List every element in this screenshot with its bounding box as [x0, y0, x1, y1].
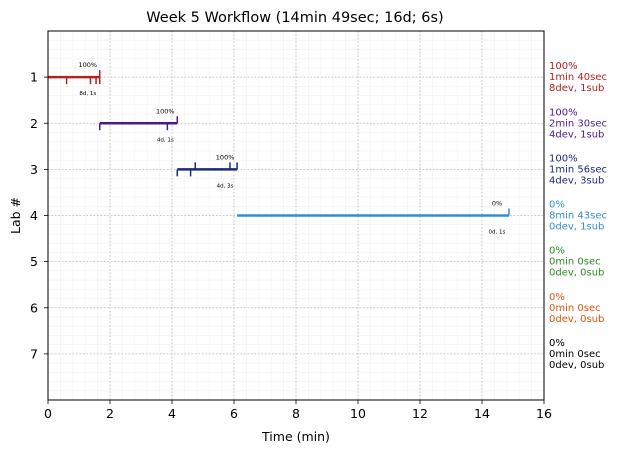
lab-2-summary-counts: 4dev, 1sub: [549, 129, 604, 140]
y-tick-label: 3: [30, 162, 38, 177]
y-tick-label: 6: [30, 300, 38, 315]
lab-4-summary-time: 8min 43sec: [549, 211, 607, 222]
lab-2-summary-percent: 100%: [549, 107, 578, 118]
x-tick-label: 8: [292, 406, 300, 421]
lab-5-summary-percent: 0%: [549, 246, 565, 257]
lab-3-summary-percent: 100%: [549, 153, 578, 164]
lab-2-bar-counts: 4d, 1s: [157, 137, 174, 143]
lab-1-summary-counts: 8dev, 1sub: [549, 83, 604, 94]
lab-4-bar-percent: 0%: [492, 200, 502, 208]
lab-6-summary-time: 0min 0sec: [549, 303, 601, 314]
x-tick-label: 14: [474, 406, 490, 421]
lab-4-summary-percent: 0%: [549, 200, 565, 211]
lab-1-summary-percent: 100%: [549, 61, 578, 72]
y-tick-label: 7: [30, 346, 38, 361]
lab-3-summary-time: 1min 56sec: [549, 164, 607, 175]
x-tick-label: 16: [536, 406, 552, 421]
plot-frame: [47, 30, 545, 401]
lab-3-bar-counts: 4d, 3s: [217, 183, 234, 189]
x-tick-label: 6: [230, 406, 238, 421]
lab-2-bar-percent: 100%: [156, 107, 175, 115]
lab-7-summary-time: 0min 0sec: [549, 349, 601, 360]
x-axis-label: Time (min): [261, 429, 330, 444]
lab-7-summary-percent: 0%: [549, 338, 565, 349]
x-tick-label: 4: [168, 406, 176, 421]
x-tick-label: 12: [412, 406, 428, 421]
y-tick-label: 4: [30, 208, 38, 223]
lab-3-bar-percent: 100%: [216, 153, 235, 161]
lab-1-summary-time: 1min 40sec: [549, 72, 607, 83]
lab-bars: 100% 8d, 1s 100% 4d, 1s 100% 4d, 3s 0% 0d, 1s: [48, 61, 510, 236]
lab-2-summary-time: 2min 30sec: [549, 118, 607, 129]
y-tick-label: 1: [30, 70, 38, 85]
lab-7-summary-counts: 0dev, 0sub: [549, 360, 604, 371]
lab-4-bar-counts: 0d, 1s: [489, 230, 506, 236]
x-tick-label: 0: [44, 406, 52, 421]
x-tick-label: 2: [106, 406, 114, 421]
lab-4-summary-counts: 0dev, 1sub: [549, 222, 604, 233]
lab-1-bar-percent: 100%: [78, 61, 97, 69]
y-axis-label: Lab #: [8, 197, 23, 234]
lab-6-summary-percent: 0%: [549, 292, 565, 303]
lab-6-summary-counts: 0dev, 0sub: [549, 314, 604, 325]
y-tick-label: 2: [30, 116, 38, 131]
grid: [47, 30, 545, 401]
chart-title: Week 5 Workflow (14min 49sec; 16d; 6s): [146, 10, 443, 26]
lab-5-summary-time: 0min 0sec: [549, 257, 601, 268]
lab-1-bar-counts: 8d, 1s: [79, 91, 96, 97]
x-tick-label: 10: [350, 406, 366, 421]
y-tick-label: 5: [30, 254, 38, 269]
lab-3-summary-counts: 4dev, 3sub: [549, 175, 604, 186]
lab-5-summary-counts: 0dev, 0sub: [549, 268, 604, 279]
